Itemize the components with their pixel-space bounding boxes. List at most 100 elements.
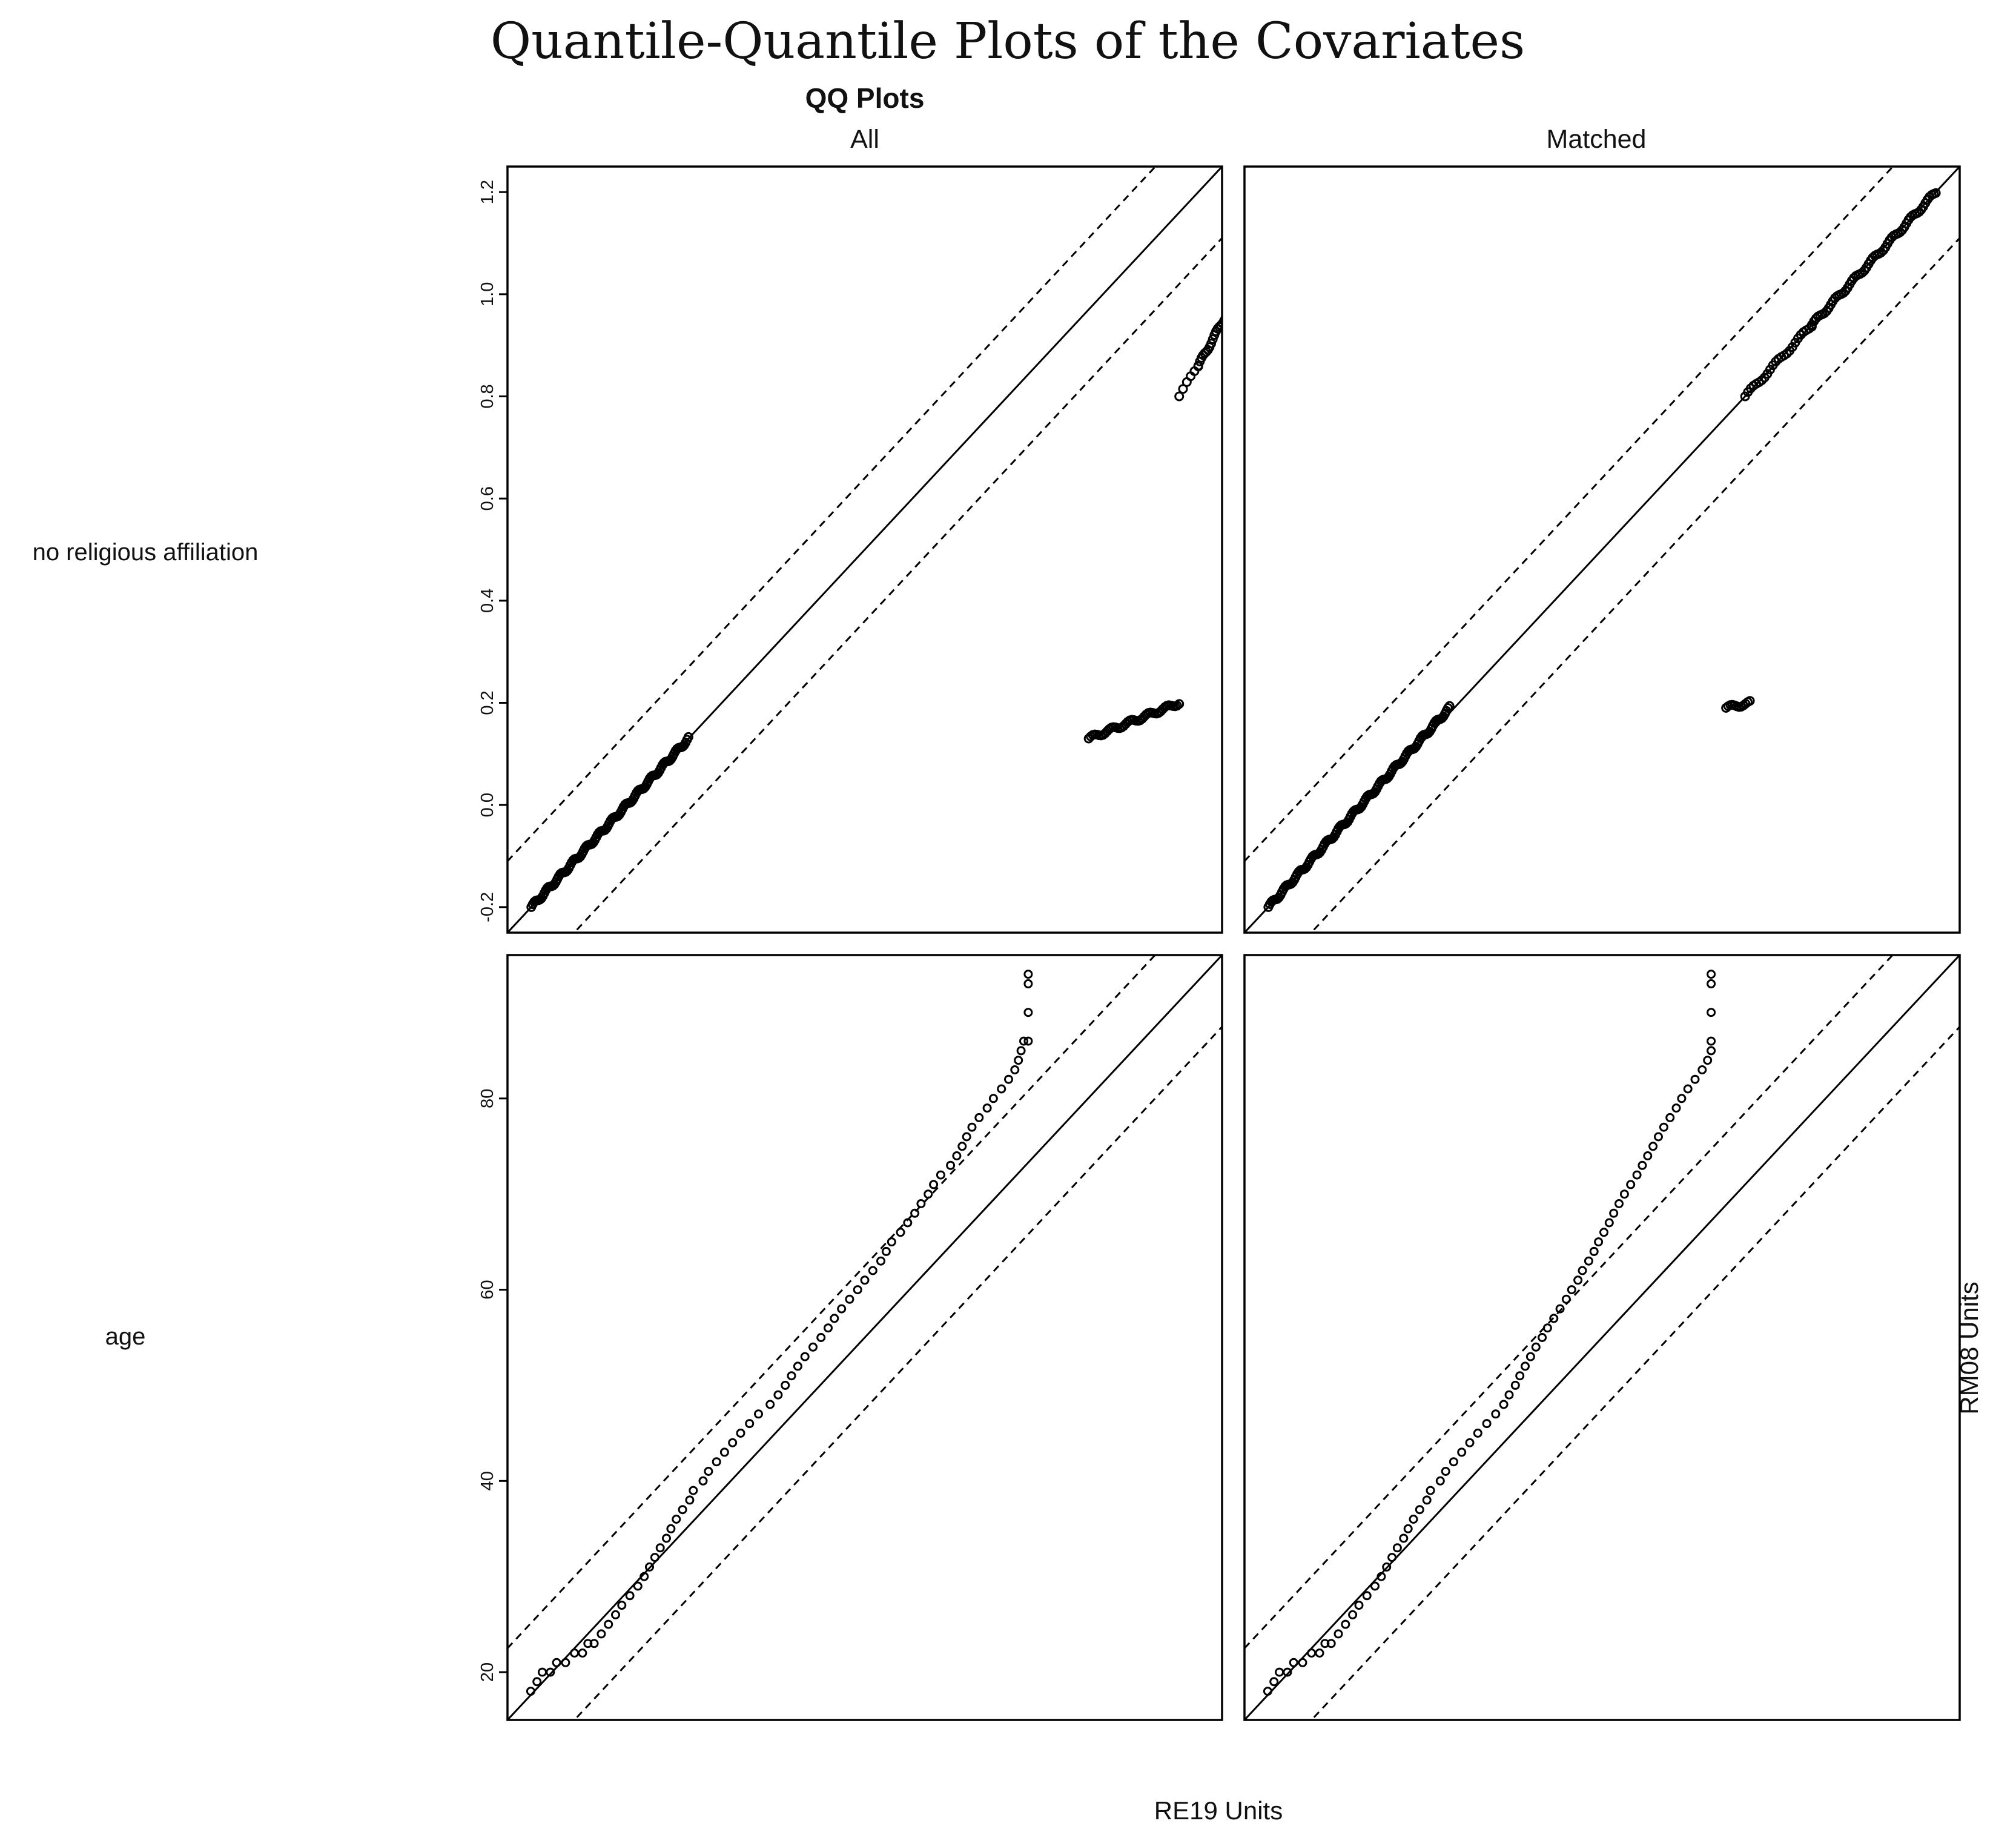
data-point bbox=[936, 1170, 945, 1180]
data-point bbox=[1403, 1524, 1413, 1533]
data-point bbox=[1283, 199, 1291, 207]
data-point bbox=[570, 1648, 580, 1658]
data-point bbox=[808, 1342, 818, 1352]
data-point bbox=[1237, 286, 1244, 294]
row-label-religious-affiliation: no religious affiliation bbox=[33, 539, 259, 566]
data-point bbox=[1269, 225, 1277, 233]
y-tick-label: 0.8 bbox=[478, 384, 497, 408]
data-point bbox=[1262, 240, 1270, 248]
data-point bbox=[1283, 1667, 1292, 1677]
data-point bbox=[689, 1486, 698, 1495]
data-point bbox=[1256, 248, 1264, 256]
y-tick-label: 0.4 bbox=[478, 589, 497, 613]
data-point bbox=[1604, 1218, 1614, 1228]
data-point bbox=[1315, 1648, 1324, 1658]
data-point bbox=[1745, 696, 1755, 706]
data-point bbox=[896, 1228, 905, 1237]
data-point bbox=[1654, 1132, 1663, 1142]
data-point bbox=[903, 1218, 913, 1228]
data-point bbox=[781, 1380, 790, 1390]
data-point bbox=[1290, 189, 1298, 197]
data-point bbox=[1289, 1658, 1298, 1667]
data-point bbox=[1707, 970, 1716, 979]
data-point bbox=[1626, 1180, 1636, 1189]
data-point bbox=[1415, 1505, 1424, 1515]
data-point bbox=[1757, 375, 1767, 385]
lower-band-line bbox=[1310, 237, 1960, 933]
lower-band-line bbox=[1310, 1026, 1960, 1720]
data-point bbox=[1354, 1601, 1364, 1610]
data-point bbox=[1491, 1409, 1501, 1419]
data-point bbox=[1510, 1380, 1520, 1390]
data-point bbox=[1248, 266, 1255, 274]
data-point bbox=[1326, 1639, 1336, 1648]
data-point bbox=[1584, 1256, 1593, 1266]
data-point bbox=[1208, 334, 1218, 345]
data-point bbox=[1281, 203, 1289, 211]
data-point bbox=[698, 1476, 708, 1486]
data-point bbox=[1573, 1275, 1583, 1285]
data-point bbox=[967, 1122, 977, 1132]
data-point bbox=[988, 1094, 998, 1103]
data-point bbox=[1525, 1352, 1535, 1361]
data-point bbox=[793, 1361, 802, 1371]
data-point bbox=[962, 1132, 971, 1142]
data-point bbox=[1409, 1515, 1418, 1524]
data-point bbox=[561, 1658, 570, 1667]
column-label-matched: Matched bbox=[1547, 125, 1647, 154]
upper-band-line bbox=[1244, 955, 1894, 1649]
data-point bbox=[837, 1304, 847, 1314]
data-point bbox=[1376, 1572, 1386, 1581]
data-point bbox=[666, 1524, 676, 1533]
data-point bbox=[824, 1323, 833, 1333]
data-point bbox=[1228, 299, 1236, 306]
data-point bbox=[1614, 1199, 1624, 1208]
data-point bbox=[1465, 1438, 1475, 1447]
data-point bbox=[881, 1246, 891, 1256]
data-point bbox=[860, 1275, 870, 1285]
panel-1-0: 20 40 60 80 bbox=[478, 954, 1223, 1721]
data-point bbox=[1665, 1113, 1675, 1122]
data-point bbox=[1555, 1304, 1565, 1314]
data-point bbox=[1023, 1036, 1033, 1046]
data-point bbox=[1399, 1533, 1409, 1543]
data-point bbox=[1267, 229, 1275, 237]
data-point bbox=[1707, 1036, 1716, 1046]
data-point bbox=[830, 1314, 839, 1323]
column-label-all: All bbox=[850, 125, 879, 154]
data-point bbox=[997, 1084, 1006, 1094]
data-point bbox=[604, 1619, 613, 1629]
data-point bbox=[1782, 348, 1792, 359]
data-point bbox=[1019, 1036, 1028, 1046]
data-point bbox=[1271, 222, 1278, 230]
row-label-age: age bbox=[105, 1323, 146, 1350]
data-point bbox=[1567, 1285, 1576, 1295]
data-point bbox=[868, 1266, 877, 1275]
data-point bbox=[1435, 1476, 1445, 1486]
panel-frame bbox=[506, 954, 1223, 1721]
data-point bbox=[662, 1533, 671, 1543]
upper-band-line bbox=[507, 167, 1157, 862]
data-point bbox=[1659, 1122, 1668, 1132]
data-point bbox=[704, 1467, 713, 1476]
data-point bbox=[672, 1515, 681, 1524]
y-tick-label: 0.6 bbox=[478, 486, 497, 511]
data-point bbox=[1298, 1658, 1307, 1667]
data-point bbox=[1515, 1371, 1525, 1381]
data-point bbox=[1473, 1428, 1482, 1438]
data-point bbox=[1703, 1056, 1713, 1065]
data-point bbox=[1648, 1142, 1658, 1151]
data-point bbox=[929, 1180, 939, 1189]
data-point bbox=[957, 1142, 967, 1151]
data-point bbox=[1334, 1629, 1343, 1639]
data-point bbox=[650, 1553, 659, 1562]
data-point bbox=[538, 1667, 547, 1677]
y-tick-label: 1.0 bbox=[478, 282, 497, 306]
data-point bbox=[745, 1419, 755, 1429]
data-point bbox=[1232, 295, 1240, 303]
data-point bbox=[1504, 1390, 1514, 1400]
data-point bbox=[526, 1687, 535, 1696]
lower-band-line bbox=[573, 1026, 1222, 1720]
data-point bbox=[765, 1400, 775, 1409]
data-point bbox=[583, 1639, 593, 1648]
